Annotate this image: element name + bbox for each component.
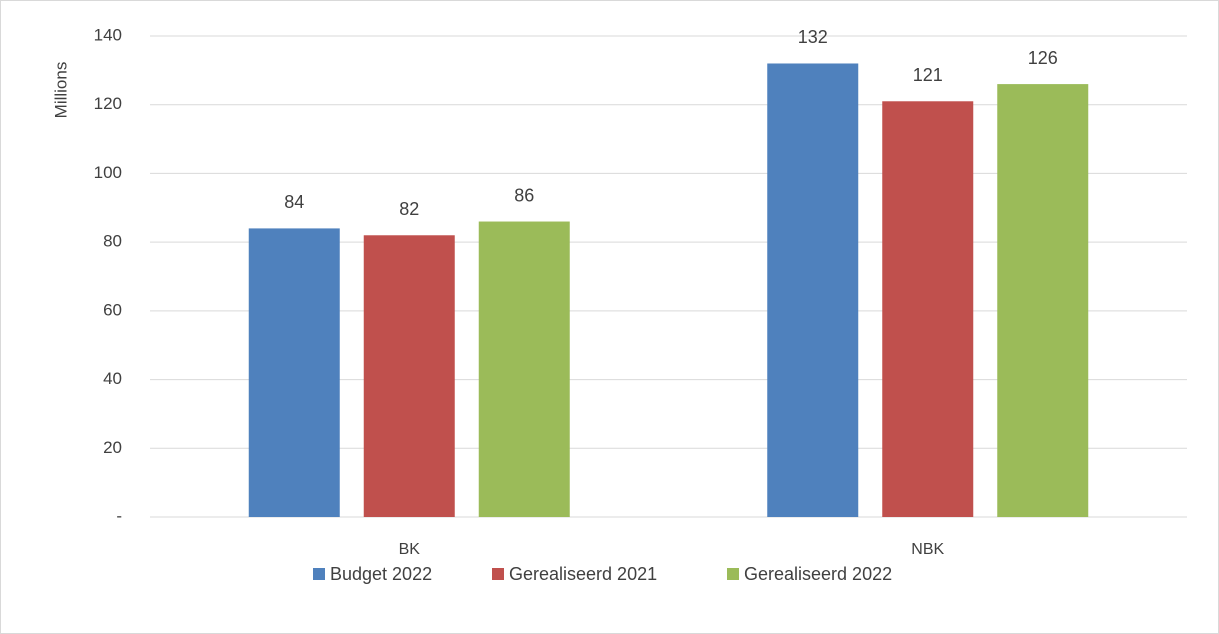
- x-tick-label: NBK: [911, 541, 944, 558]
- legend-label: Gerealiseerd 2021: [509, 564, 657, 584]
- bar: [767, 63, 859, 517]
- bar: [882, 101, 974, 518]
- y-tick-label: 120: [94, 94, 122, 113]
- data-label: 132: [798, 27, 828, 47]
- y-axis-label: Millions: [51, 62, 70, 119]
- bar: [248, 228, 340, 517]
- legend-swatch: [727, 568, 739, 580]
- bar: [478, 221, 570, 517]
- legend-swatch: [313, 568, 325, 580]
- y-tick-label: 20: [103, 438, 122, 457]
- data-label: 126: [1028, 48, 1058, 68]
- legend-swatch: [492, 568, 504, 580]
- y-tick-label: 60: [103, 300, 122, 319]
- y-tick-label: 140: [94, 25, 122, 44]
- data-label: 84: [284, 192, 304, 212]
- y-tick-label: 80: [103, 232, 122, 251]
- data-label: 121: [913, 65, 943, 85]
- bar: [997, 84, 1089, 517]
- data-label: 82: [399, 199, 419, 219]
- legend-label: Gerealiseerd 2022: [744, 564, 892, 584]
- legend-label: Budget 2022: [330, 564, 432, 584]
- y-tick-label: -: [116, 506, 122, 525]
- y-tick-label: 40: [103, 369, 122, 388]
- y-tick-label: 100: [94, 163, 122, 182]
- data-label: 86: [514, 185, 534, 205]
- x-tick-label: BK: [399, 541, 421, 558]
- bar: [363, 235, 455, 517]
